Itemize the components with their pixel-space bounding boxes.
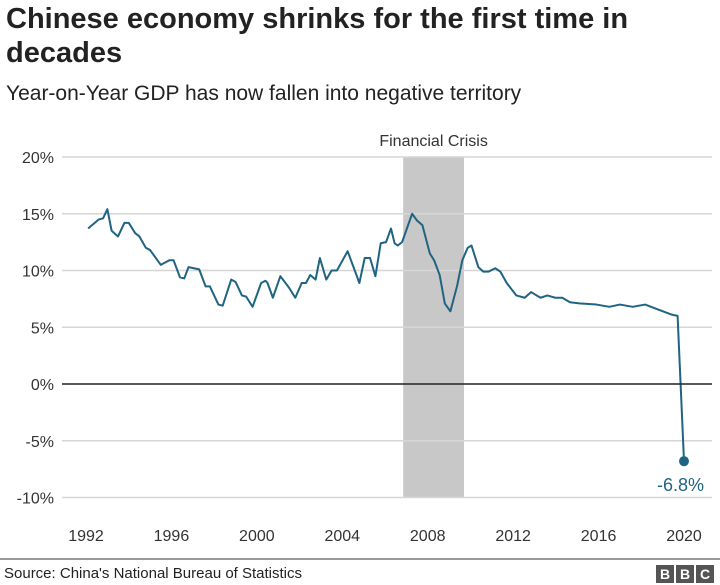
line-chart: Financial Crisis 20% 15% 10% 5% 0% -5% -10% 1992… — [17, 133, 712, 545]
y-tick-label: 0% — [31, 377, 54, 394]
source-note: Source: China's National Bureau of Stati… — [4, 565, 303, 582]
x-tick-label: 2008 — [410, 528, 446, 545]
y-tick-label: 15% — [22, 207, 54, 224]
chart-subtitle: Year-on-Year GDP has now fallen into neg… — [6, 82, 522, 105]
y-tick-label: 20% — [22, 150, 54, 167]
x-tick-label: 2004 — [324, 528, 360, 545]
y-tick-label: 5% — [31, 320, 54, 337]
latest-value-label: -6.8% — [657, 475, 704, 495]
x-tick-label: 1996 — [154, 528, 190, 545]
footer-divider — [0, 558, 720, 560]
gdp-growth-line — [87, 208, 685, 462]
y-tick-label: -10% — [17, 491, 54, 508]
x-tick-label: 2016 — [581, 528, 617, 545]
x-tick-label: 2000 — [239, 528, 275, 545]
x-tick-label: 1992 — [68, 528, 104, 545]
chart-title: Chinese economy shrinks for the first ti… — [6, 3, 629, 69]
x-tick-label: 2012 — [495, 528, 531, 545]
y-tick-label: 10% — [22, 264, 54, 281]
financial-crisis-label: Financial Crisis — [379, 133, 487, 150]
y-tick-label: -5% — [26, 434, 54, 451]
x-tick-label: 2020 — [666, 528, 702, 545]
latest-data-point — [679, 456, 689, 467]
